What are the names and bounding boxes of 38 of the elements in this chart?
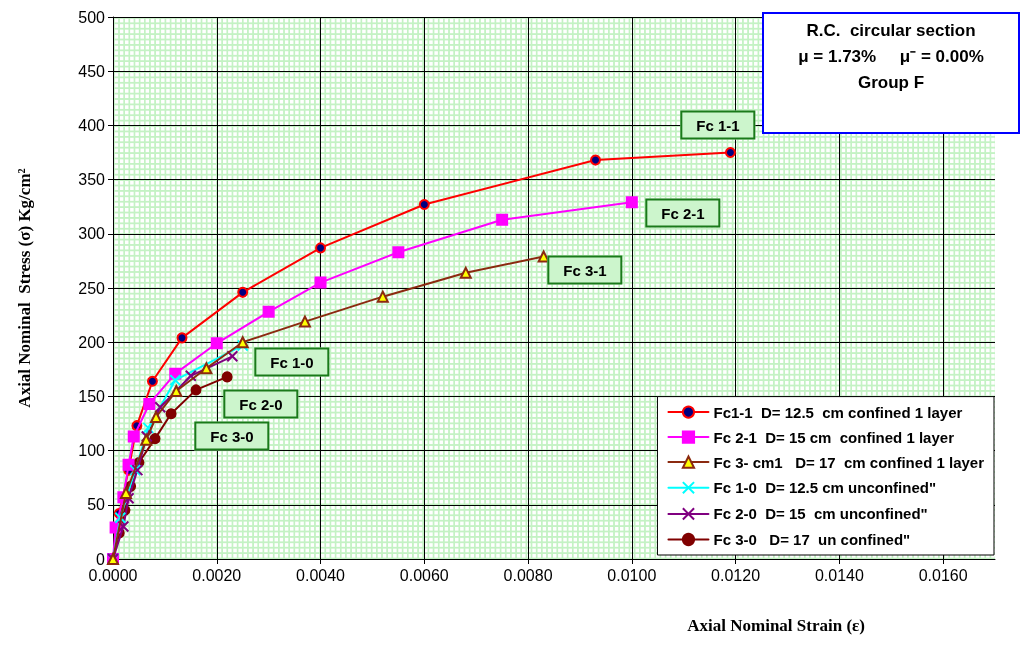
legend-label: Fc 3- cm1 D= 17 cm confined 1 layer <box>713 453 985 471</box>
legend-label: Fc1-1 D= 12.5 cm confined 1 layer <box>713 403 963 421</box>
legend-label: Fc 1-0 D= 12.5 cm unconfined" <box>713 479 937 497</box>
y-tick-label: 150 <box>78 387 106 405</box>
annotation: Fc 3-1 <box>547 255 623 285</box>
x-tick-label: 0.0020 <box>192 566 242 584</box>
y-tick-label: 0 <box>96 550 106 568</box>
y-tick-label: 400 <box>78 116 106 134</box>
annotation: μ = 1.73% μ⁻ = 0.00% <box>797 46 985 68</box>
y-tick-label: 350 <box>78 171 106 189</box>
legend-label: Fc 2-0 D= 15 cm unconfined" <box>713 505 928 523</box>
annotation: Fc 2-0 <box>223 389 299 419</box>
text-box: R.C. circular section μ = 1.73% μ⁻ = 0.00% Group F <box>762 12 1020 134</box>
y-tick-label: 450 <box>78 62 106 80</box>
x-tick-label: 0.0140 <box>814 566 864 584</box>
legend-label: Fc 2-1 D= 15 cm confined 1 layer <box>713 428 955 446</box>
annotation: Fc 1-1 <box>680 110 756 140</box>
x-tick-label: 0.0000 <box>88 566 138 584</box>
y-tick-label: 250 <box>78 279 106 297</box>
y-axis-title: Axial Nominal Stress (σ) Kg/cm² <box>15 168 34 408</box>
y-tick-label: 100 <box>78 442 106 460</box>
x-tick-label: 0.0040 <box>296 566 346 584</box>
annotation: R.C. circular section <box>805 20 977 42</box>
annotation: Fc 3-0 <box>194 421 270 451</box>
annotation: Group F <box>856 72 926 94</box>
x-axis-title: Axial Nominal Strain (ε) <box>687 616 865 635</box>
y-tick-label: 50 <box>87 496 106 514</box>
y-tick-label: 300 <box>78 225 106 243</box>
annotation: Fc 2-1 <box>645 198 721 228</box>
x-tick-label: 0.0100 <box>607 566 657 584</box>
x-tick-label: 0.0120 <box>711 566 761 584</box>
x-tick-label: 0.0060 <box>399 566 449 584</box>
y-tick-label: 200 <box>78 333 106 351</box>
legend-label: Fc 3-0 D= 17 un confined" <box>713 531 911 548</box>
y-tick-label: 500 <box>78 8 106 26</box>
x-tick-label: 0.0080 <box>503 566 553 584</box>
annotation: Fc 1-0 <box>254 347 330 377</box>
x-tick-label: 0.0160 <box>918 566 968 584</box>
